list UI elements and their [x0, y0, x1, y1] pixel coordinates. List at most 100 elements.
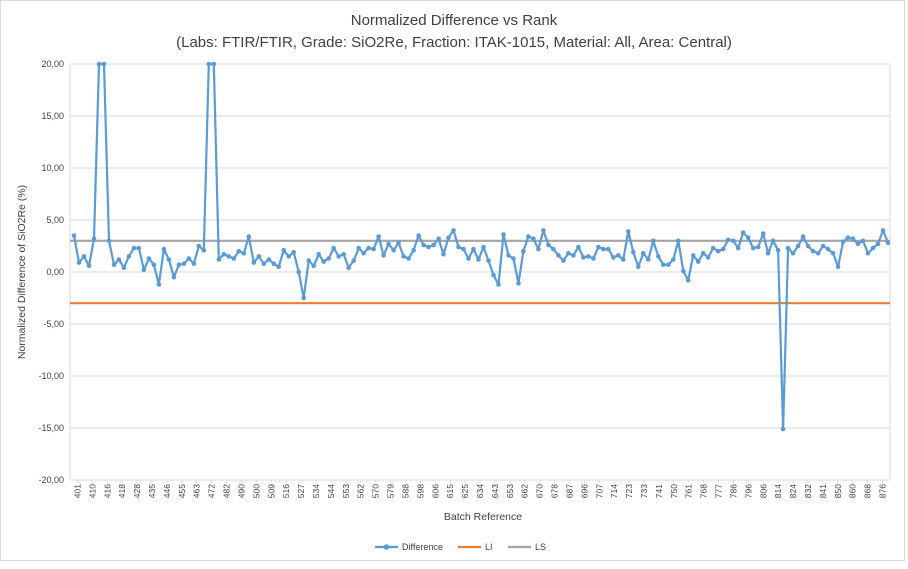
y-tick-label: -15,00 [38, 423, 64, 433]
x-tick-label: 615 [445, 484, 455, 498]
difference-point [501, 232, 506, 237]
difference-point [256, 254, 262, 259]
x-tick-label: 814 [773, 484, 783, 498]
difference-point [186, 256, 192, 261]
difference-point [855, 241, 861, 247]
x-tick-label: 516 [281, 484, 291, 498]
difference-point [715, 248, 721, 254]
difference-point [276, 264, 282, 270]
difference-point [601, 246, 606, 252]
difference-point [705, 255, 711, 260]
difference-point [750, 245, 756, 251]
x-tick-label: 472 [207, 484, 217, 498]
difference-point [641, 251, 646, 256]
x-tick-label: 401 [72, 484, 82, 498]
x-tick-label: 553 [341, 484, 351, 498]
difference-point [111, 262, 117, 268]
difference-point [261, 261, 267, 267]
difference-point [171, 274, 177, 280]
difference-point [845, 235, 851, 240]
x-tick-label: 455 [177, 484, 187, 498]
difference-point [191, 261, 197, 267]
difference-point [770, 238, 776, 244]
x-tick-label: 876 [878, 484, 888, 498]
y-axis-ticks: 20,00 15,00 10,00 5,00 0,00 -5,00 -10,00 -15,00… [38, 59, 64, 485]
difference-point [336, 254, 342, 259]
difference-point [431, 242, 436, 248]
difference-point [875, 241, 881, 247]
x-axis-label: Batch Reference [444, 511, 522, 523]
x-tick-label: 662 [520, 484, 530, 498]
difference-point [486, 258, 491, 263]
difference-point [785, 245, 791, 251]
chart-subtitle: (Labs: FTIR/FTIR, Grade: SiO2Re, Fractio… [176, 34, 732, 51]
difference-point [616, 253, 621, 258]
difference-point [456, 244, 461, 250]
x-tick-label: 733 [639, 484, 649, 498]
difference-point [156, 282, 162, 287]
difference-point [81, 254, 87, 259]
difference-point [86, 263, 92, 269]
difference-point [730, 238, 736, 244]
difference-point [176, 262, 182, 268]
difference-point [576, 244, 581, 250]
difference-point [181, 261, 187, 267]
x-tick-label: 500 [251, 484, 261, 498]
y-tick-label: -5,00 [43, 319, 64, 329]
difference-point [371, 246, 376, 252]
difference-point [461, 246, 466, 252]
difference-point [591, 256, 596, 261]
x-tick-label: 435 [147, 484, 157, 498]
difference-point [91, 236, 97, 241]
difference-point [860, 238, 866, 244]
difference-point [805, 243, 811, 249]
difference-point [870, 245, 876, 251]
x-tick-label: 714 [609, 484, 619, 498]
difference-point [825, 246, 831, 252]
difference-point [775, 247, 781, 253]
x-tick-label: 482 [222, 484, 232, 498]
y-tick-label: -10,00 [38, 371, 64, 381]
difference-point [466, 256, 471, 261]
x-tick-label: 598 [415, 484, 425, 498]
difference-point [391, 247, 396, 253]
x-tick-label: 643 [490, 484, 500, 498]
difference-point [546, 242, 551, 248]
legend-difference-marker [383, 544, 390, 550]
limit-lines [70, 239, 890, 305]
difference-point [586, 254, 591, 259]
difference-point [800, 234, 806, 239]
difference-point [126, 254, 132, 259]
difference-point [765, 251, 771, 256]
legend: Difference LI LS [375, 542, 546, 552]
x-tick-label: 860 [848, 484, 858, 498]
difference-point [526, 234, 531, 239]
difference-point [196, 243, 202, 249]
difference-point [101, 61, 107, 67]
x-tick-label: 841 [818, 484, 828, 498]
difference-point [236, 248, 242, 254]
difference-point [351, 258, 357, 263]
difference-point [626, 229, 631, 234]
difference-point [271, 261, 277, 267]
difference-point [366, 245, 371, 251]
x-tick-label: 768 [699, 484, 709, 498]
difference-point [695, 259, 701, 264]
difference-point [106, 238, 112, 244]
difference-point [251, 260, 257, 265]
difference-point [725, 237, 731, 243]
x-tick-label: 850 [833, 484, 843, 498]
difference-point [231, 256, 237, 261]
x-tick-label: 750 [669, 484, 679, 498]
difference-point [840, 239, 846, 245]
difference-point [471, 246, 476, 252]
gridlines [69, 63, 891, 481]
difference-point [481, 244, 486, 250]
difference-point [566, 251, 571, 256]
difference-point [795, 243, 801, 249]
difference-point [301, 295, 307, 301]
difference-point [346, 265, 352, 271]
difference-point [381, 253, 386, 258]
x-tick-label: 634 [475, 484, 485, 498]
difference-point [161, 246, 167, 252]
